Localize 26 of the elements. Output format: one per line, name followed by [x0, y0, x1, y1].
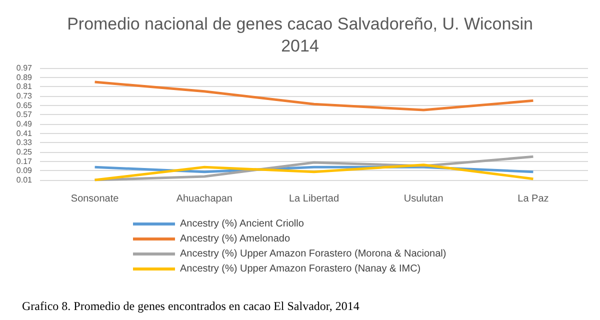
- y-tick-label: 0.65: [16, 100, 33, 110]
- line-series: [94, 80, 534, 112]
- y-tick-label: 0.81: [16, 82, 33, 92]
- legend-label: Ancestry (%) Upper Amazon Forastero (Morona & Nacional): [180, 248, 446, 260]
- y-tick-label: 0.09: [16, 166, 33, 176]
- y-tick-label: 0.33: [16, 138, 33, 148]
- x-tick-label: Ahuachapan: [176, 194, 232, 204]
- legend-label: Ancestry (%) Ancient Criollo: [180, 218, 304, 230]
- chart-title: Promedio nacional de genes cacao Salvadoreño, U. Wiconsin 2014: [67, 14, 533, 56]
- y-tick-label: 0.01: [16, 176, 33, 184]
- y-tick-label: 0.89: [16, 72, 33, 82]
- text: Grafico 8. Promedio de genes encontrados en cacao El Salvador, 2014: [22, 299, 360, 313]
- y-tick-label: 0.25: [16, 148, 33, 156]
- y-tick-label: 0.49: [16, 120, 33, 128]
- x-tick-label: La Libertad: [288, 194, 340, 204]
- y-tick-label: 0.57: [16, 110, 33, 120]
- y-tick-label: 0.17: [16, 156, 33, 166]
- x-tick-label: Usulutan: [404, 194, 444, 204]
- line-series: [94, 164, 534, 182]
- legend-label: Ancestry (%) Upper Amazon Forastero (Nanay & IMC): [180, 264, 421, 274]
- y-tick-label: 0.97: [16, 64, 33, 72]
- y-tick-label: 0.41: [16, 128, 33, 138]
- x-tick-label: La Paz: [518, 194, 549, 204]
- y-tick-label: 0.73: [16, 92, 33, 100]
- x-tick-label: Sonsonate: [70, 194, 120, 204]
- legend-label: Ancestry (%) Amelonado: [180, 234, 290, 244]
